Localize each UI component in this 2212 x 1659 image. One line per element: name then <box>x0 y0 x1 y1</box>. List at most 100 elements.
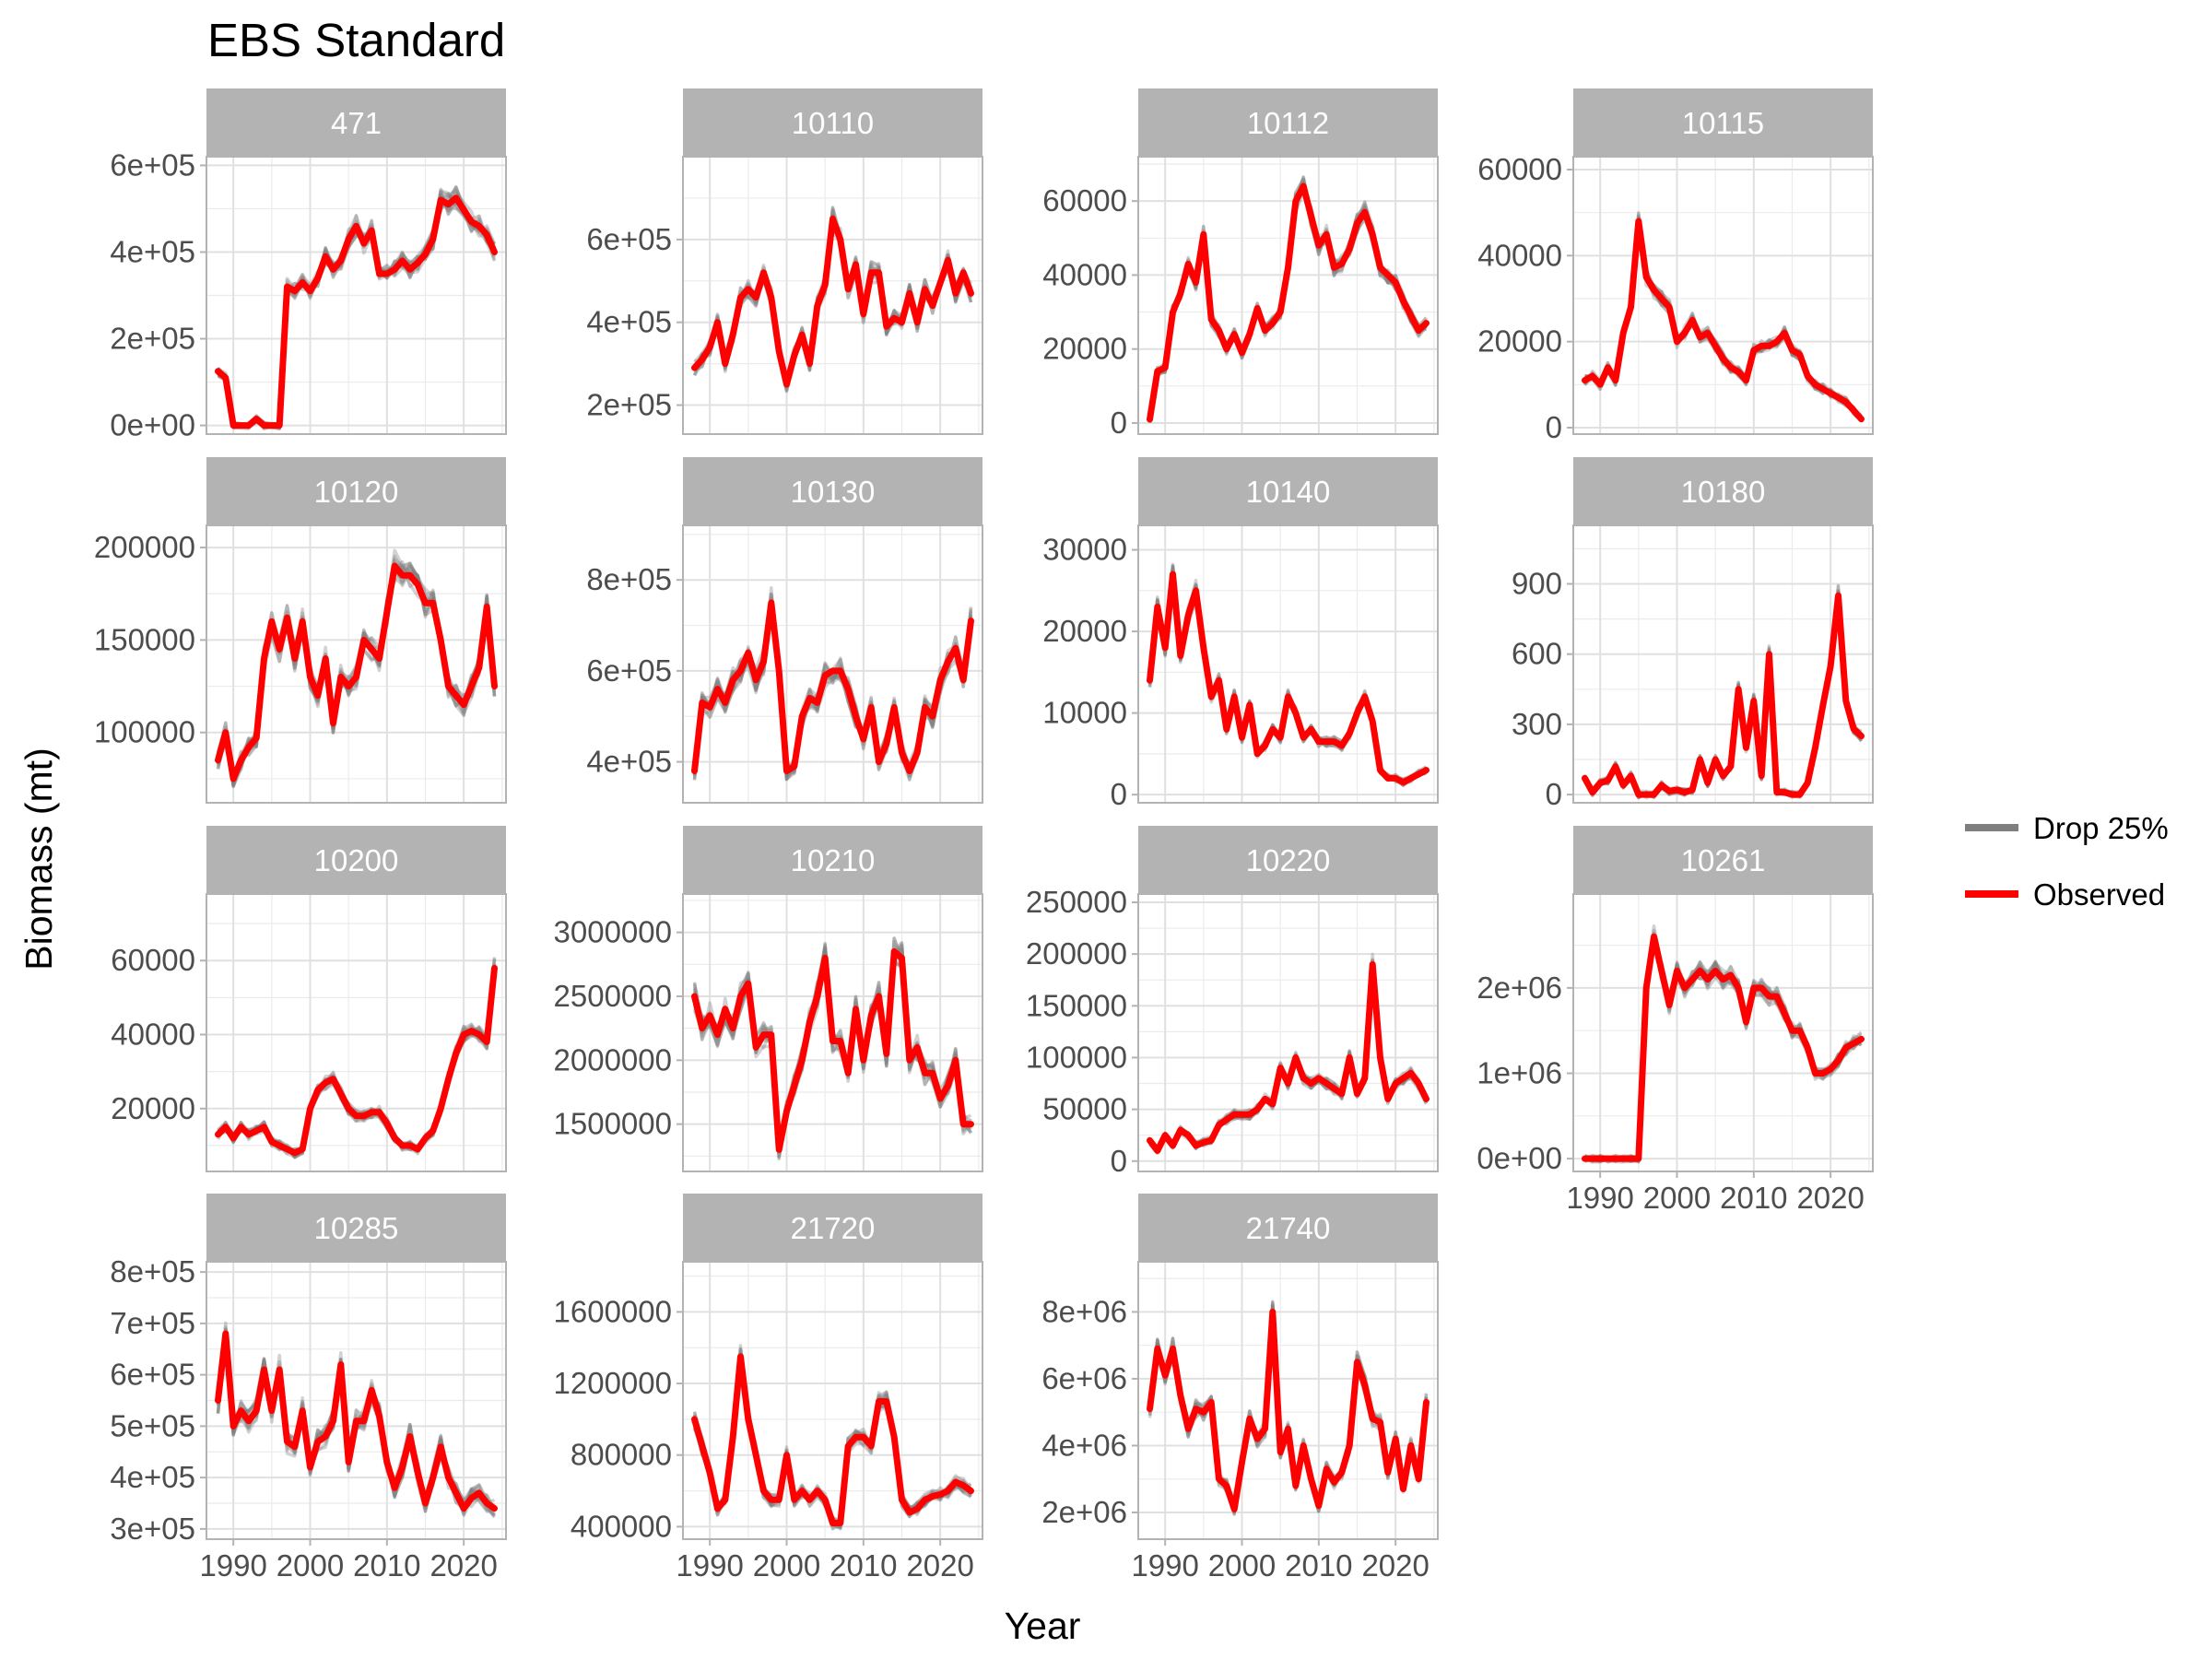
y-tick-label: 1500000 <box>554 1107 672 1141</box>
facet-strip <box>1138 88 1438 157</box>
y-tick-label: 40000 <box>1042 257 1127 291</box>
y-tick-label: 2e+05 <box>586 388 672 422</box>
facet-strip-label: 10180 <box>1681 475 1766 509</box>
facet-strip-label: 471 <box>331 106 382 140</box>
facet-panel-10110: 10110 2e+05 4e+05 6e+05 <box>586 88 983 435</box>
facet-strip <box>206 88 506 157</box>
x-tick-label: 2020 <box>906 1548 973 1583</box>
y-tick-label: 3e+05 <box>110 1512 195 1546</box>
panel-background <box>683 157 982 434</box>
x-axis-title: Year <box>1005 1605 1081 1647</box>
y-tick-label: 6e+05 <box>110 147 195 182</box>
y-axis-title: Biomass (mt) <box>18 747 60 970</box>
panel-border <box>1137 893 1439 1172</box>
y-tick-label: 250000 <box>1026 885 1127 919</box>
y-tick-label: 8e+05 <box>586 562 672 596</box>
panel-background <box>1138 525 1438 803</box>
y-tick-label: 0 <box>1111 1144 1127 1178</box>
facet-strip-label: 10130 <box>791 475 876 509</box>
facet-panel-10210: 10210 1500000 2000000 2500000 3000000 <box>554 826 983 1172</box>
observed-series-line <box>1147 1308 1430 1512</box>
panel-border <box>1137 524 1439 804</box>
facet-panel-10140: 10140 0 10000 20000 30000 <box>1042 457 1439 811</box>
panel-background <box>1138 1262 1438 1539</box>
panel-border <box>1137 156 1439 435</box>
y-tick-label: 6e+05 <box>586 222 672 256</box>
x-tick-label: 2020 <box>1796 1181 1864 1215</box>
y-tick-label: 3000000 <box>554 915 672 949</box>
x-tick-label: 2020 <box>1361 1548 1429 1583</box>
y-tick-label: 1600000 <box>554 1294 672 1328</box>
facet-strip-label: 10115 <box>1682 106 1764 140</box>
observed-series-line <box>1147 571 1430 786</box>
facet-panel-10120: 10120 100000 150000 200000 <box>94 457 507 804</box>
facet-strip <box>683 1194 982 1262</box>
facet-panels: 471 0e+00 2e+05 4e+05 6e+05 10110 2e+05 4e+05 6e… <box>94 88 1874 1583</box>
panel-border <box>206 1261 507 1540</box>
panel-background <box>206 894 506 1171</box>
y-tick-label: 0e+00 <box>110 408 195 442</box>
panel-border <box>682 156 983 435</box>
panel-border <box>682 524 983 804</box>
observed-series-line <box>215 194 498 429</box>
panel-border <box>682 893 983 1172</box>
y-tick-label: 1e+06 <box>1477 1055 1562 1089</box>
panel-border <box>1137 1261 1439 1540</box>
facet-strip <box>683 826 982 894</box>
facet-strip-label: 10285 <box>314 1211 399 1245</box>
y-tick-label: 0 <box>1111 777 1127 811</box>
y-tick-label: 2e+05 <box>110 322 195 356</box>
y-tick-label: 100000 <box>1026 1040 1127 1074</box>
y-tick-label: 2000000 <box>554 1042 672 1077</box>
y-tick-label: 0 <box>1546 777 1562 811</box>
x-tick-label: 1990 <box>1131 1548 1198 1583</box>
y-tick-label: 60000 <box>1042 183 1127 218</box>
facet-panel-10115: 10115 0 20000 40000 60000 <box>1477 88 1874 444</box>
y-tick-label: 4e+06 <box>1041 1428 1127 1462</box>
y-tick-label: 4e+05 <box>586 745 672 779</box>
observed-series-line <box>1582 592 1865 798</box>
observed-series-line <box>691 947 974 1153</box>
panel-border <box>682 1261 983 1540</box>
facet-strip-label: 10140 <box>1246 475 1331 509</box>
y-tick-label: 20000 <box>1042 614 1127 648</box>
x-tick-label: 2010 <box>830 1548 897 1583</box>
observed-series-line <box>691 1353 974 1526</box>
panel-border <box>206 156 507 435</box>
facet-strip <box>683 88 982 157</box>
drop-25-series-line <box>692 604 973 781</box>
x-tick-label: 2010 <box>353 1548 420 1583</box>
chart-title: EBS Standard <box>207 14 505 66</box>
x-tick-label: 1990 <box>1566 1181 1633 1215</box>
y-tick-label: 5e+05 <box>110 1408 195 1442</box>
legend: Drop 25% Observed <box>1965 811 2169 912</box>
observed-series-line <box>1147 182 1430 423</box>
drop-25-series-line <box>692 603 973 781</box>
panel-border <box>1572 156 1874 435</box>
observed-series-line <box>1582 218 1865 423</box>
facet-panel-10112: 10112 0 20000 40000 60000 <box>1042 88 1439 440</box>
y-tick-label: 200000 <box>1026 936 1127 971</box>
y-tick-label: 150000 <box>1026 988 1127 1022</box>
y-tick-label: 6e+06 <box>1041 1361 1127 1395</box>
y-tick-label: 60000 <box>1477 152 1562 186</box>
observed-series-line <box>215 1330 498 1512</box>
x-tick-label: 2010 <box>1285 1548 1352 1583</box>
panel-border <box>206 893 507 1172</box>
x-tick-label: 2020 <box>429 1548 497 1583</box>
facet-strip <box>1573 88 1873 157</box>
observed-series-line <box>215 562 498 782</box>
x-tick-label: 1990 <box>199 1548 266 1583</box>
y-tick-label: 100000 <box>94 715 195 749</box>
y-tick-label: 6e+05 <box>586 653 672 688</box>
facet-panel-21720: 21720 400000 800000 1200000 1600000 1990 2000 2… <box>554 1194 983 1583</box>
facet-strip <box>206 457 506 525</box>
observed-series-line <box>1582 933 1865 1162</box>
y-tick-label: 20000 <box>111 1091 195 1125</box>
panel-background <box>1138 157 1438 434</box>
y-tick-label: 2500000 <box>554 979 672 1013</box>
y-tick-label: 150000 <box>94 622 195 656</box>
facet-strip <box>206 826 506 894</box>
facet-strip-label: 10210 <box>791 843 876 877</box>
panel-background <box>683 525 982 803</box>
